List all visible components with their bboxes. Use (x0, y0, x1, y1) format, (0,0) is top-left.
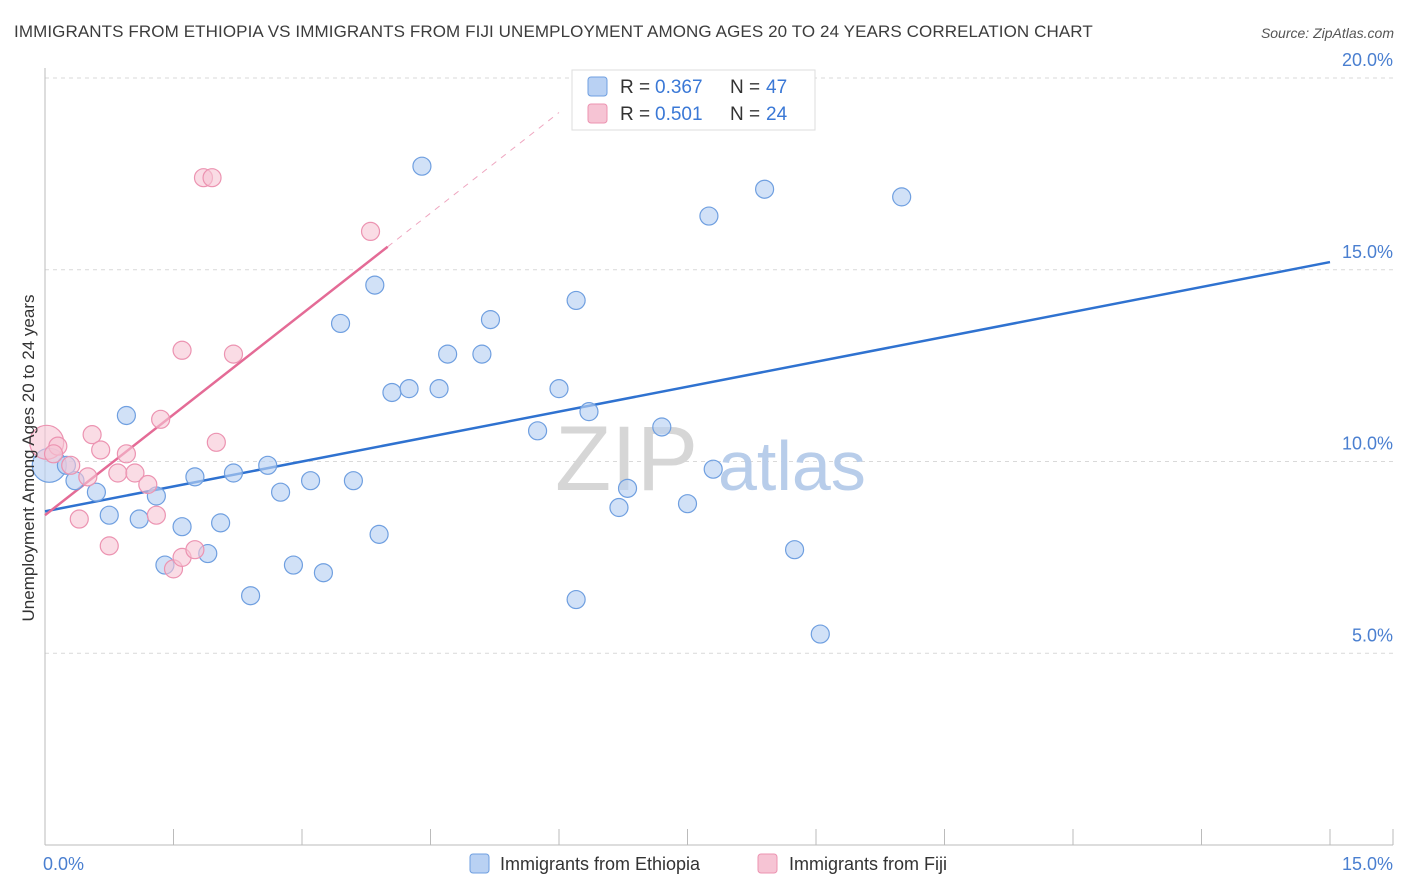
point-fiji-8 (116, 444, 136, 464)
point-ethiopia-28 (472, 344, 492, 364)
point-fiji-7 (108, 463, 128, 483)
point-ethiopia-30 (527, 421, 548, 441)
point-ethiopia-11 (211, 513, 231, 533)
bottom-legend-label-fiji: Immigrants from Fiji (789, 854, 947, 874)
point-ethiopia-18 (313, 563, 334, 583)
point-ethiopia-3 (86, 482, 107, 502)
point-ethiopia-43 (784, 540, 805, 560)
x-tick-label-0: 0.0% (43, 854, 84, 874)
point-ethiopia-12 (223, 463, 244, 483)
point-ethiopia-44 (810, 624, 830, 644)
data-points (29, 110, 912, 644)
point-ethiopia-20 (343, 471, 363, 491)
point-ethiopia-19 (330, 313, 351, 334)
legend-swatch-fiji (587, 103, 608, 124)
point-ethiopia-8 (172, 517, 192, 537)
point-ethiopia-34 (579, 402, 599, 422)
watermark-atlas: atlas (718, 427, 866, 505)
point-ethiopia-24 (399, 379, 419, 399)
point-ethiopia-13 (241, 586, 261, 606)
point-ethiopia-14 (258, 455, 278, 475)
point-fiji-18 (202, 168, 222, 188)
point-ethiopia-23 (382, 382, 402, 403)
point-ethiopia-15 (270, 482, 291, 502)
gridlines (45, 77, 1395, 654)
trend-line-ethiopia (44, 260, 1331, 513)
point-fiji-20 (223, 344, 244, 364)
point-ethiopia-42 (754, 179, 775, 199)
trend-line-fiji-extension (387, 112, 560, 248)
point-ethiopia-39 (677, 494, 698, 514)
point-ethiopia-16 (283, 555, 304, 575)
point-ethiopia-40 (699, 206, 719, 226)
trend-line-fiji (44, 245, 389, 517)
bottom-legend-swatch-fiji (757, 853, 778, 874)
point-ethiopia-6 (129, 509, 149, 529)
point-ethiopia-17 (300, 471, 321, 491)
y-axis-title: Unemployment Among Ages 20 to 24 years (19, 295, 38, 622)
point-ethiopia-27 (438, 344, 458, 364)
point-ethiopia-35 (609, 497, 629, 518)
legend-r-value-fiji: 0.501 (655, 104, 703, 125)
point-ethiopia-31 (549, 379, 569, 399)
tick-labels: 5.0% 10.0% 15.0% 20.0% 0.0% 15.0% (43, 50, 1393, 874)
point-fiji-22 (43, 444, 64, 464)
point-ethiopia-21 (365, 275, 385, 295)
legend-r-label-ethiopia: R = (620, 77, 650, 98)
legend-n-label-fiji: N = (730, 104, 760, 125)
point-ethiopia-4 (99, 505, 119, 525)
point-ethiopia-9 (185, 467, 205, 487)
point-fiji-19 (206, 432, 226, 452)
point-fiji-16 (185, 540, 205, 560)
legend-r-label-fiji: R = (620, 104, 650, 125)
point-ethiopia-36 (617, 478, 638, 498)
point-fiji-9 (125, 463, 145, 483)
y-tick-label-0: 5.0% (1352, 625, 1393, 645)
y-tick-label-1: 10.0% (1342, 434, 1393, 454)
watermark: ZIP atlas (555, 408, 866, 510)
source-credit: Source: ZipAtlas.com (1260, 25, 1394, 41)
legend-n-value-ethiopia: 47 (766, 77, 787, 98)
point-fiji-15 (172, 340, 192, 360)
point-fiji-4 (82, 425, 102, 445)
correlation-legend: R = 0.367 N = 47 R = 0.501 N = 24 (571, 69, 816, 131)
legend-box (571, 69, 816, 131)
point-ethiopia-29 (480, 310, 501, 330)
point-ethiopia-32 (566, 589, 586, 610)
point-fiji-12 (151, 409, 171, 429)
bottom-legend-swatch-ethiopia (469, 853, 490, 874)
point-ethiopia-37 (652, 417, 672, 437)
point-fiji-23 (78, 467, 98, 487)
point-ethiopia-5 (116, 405, 136, 426)
point-ethiopia-26 (429, 379, 449, 399)
trend-lines (44, 112, 1331, 517)
x-tick-label-1: 15.0% (1342, 854, 1393, 874)
point-fiji-2 (61, 455, 81, 475)
point-fiji-21 (360, 221, 381, 241)
point-fiji-11 (146, 505, 166, 525)
point-fiji-5 (91, 440, 111, 460)
bottom-legend-label-ethiopia: Immigrants from Ethiopia (500, 854, 701, 874)
point-ethiopia-41 (703, 459, 723, 479)
point-fiji-3 (69, 509, 89, 529)
bottom-legend: Immigrants from Ethiopia Immigrants from… (469, 853, 947, 874)
point-ethiopia-22 (369, 524, 389, 544)
y-tick-label-2: 15.0% (1342, 242, 1393, 262)
point-fiji-10 (138, 474, 158, 495)
y-tick-label-3: 20.0% (1342, 50, 1393, 70)
point-ethiopia-45 (892, 187, 912, 207)
legend-r-value-ethiopia: 0.367 (655, 77, 703, 98)
chart-title: IMMIGRANTS FROM ETHIOPIA VS IMMIGRANTS F… (14, 22, 1093, 41)
legend-swatch-ethiopia (587, 76, 608, 97)
legend-n-value-fiji: 24 (766, 104, 788, 125)
point-fiji-6 (99, 536, 119, 556)
legend-n-label-ethiopia: N = (730, 77, 760, 98)
point-ethiopia-25 (412, 156, 432, 176)
point-ethiopia-33 (566, 290, 586, 311)
